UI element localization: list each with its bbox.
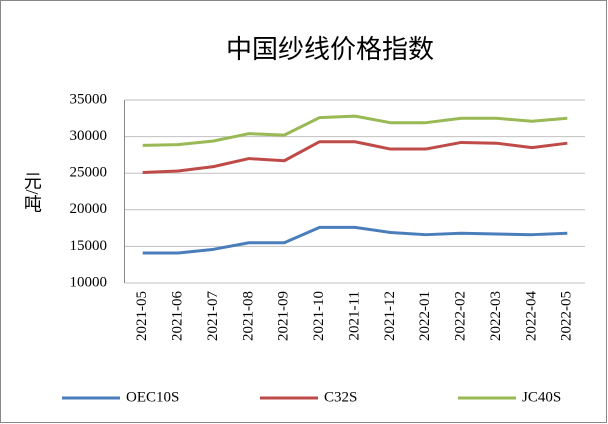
x-tick-label: 2022-04 xyxy=(523,291,539,341)
x-tick-label: 2021-10 xyxy=(311,291,327,341)
series-line xyxy=(142,140,568,174)
x-tick-label: 2022-01 xyxy=(417,291,433,341)
series-line xyxy=(142,114,568,147)
x-tick-label: 2021-09 xyxy=(276,291,292,341)
y-axis-label: 元/吨 xyxy=(22,171,42,212)
x-tick-label: 2022-05 xyxy=(559,291,575,341)
chart-title: 中国纱线价格指数 xyxy=(226,35,434,64)
legend-label: OEC10S xyxy=(126,389,179,405)
y-tick-label: 20000 xyxy=(70,201,108,217)
x-tick-label: 2022-03 xyxy=(488,291,504,341)
legend-label: JC40S xyxy=(522,389,561,405)
x-tick-label: 2021-11 xyxy=(346,291,362,340)
y-tick-label: 10000 xyxy=(70,274,108,290)
legend-label: C32S xyxy=(324,389,357,405)
y-tick-label: 15000 xyxy=(70,238,108,254)
x-tick-label: 2021-08 xyxy=(240,291,256,341)
x-tick-label: 2021-05 xyxy=(134,291,150,341)
x-tick-label: 2022-02 xyxy=(453,291,469,341)
y-tick-label: 30000 xyxy=(70,128,108,144)
x-tick-label: 2021-12 xyxy=(382,291,398,341)
x-tick-label: 2021-06 xyxy=(170,291,186,341)
y-tick-label: 25000 xyxy=(70,165,108,181)
series-line xyxy=(142,225,568,255)
y-tick-label: 35000 xyxy=(70,91,108,107)
x-tick-label: 2021-07 xyxy=(205,291,221,341)
